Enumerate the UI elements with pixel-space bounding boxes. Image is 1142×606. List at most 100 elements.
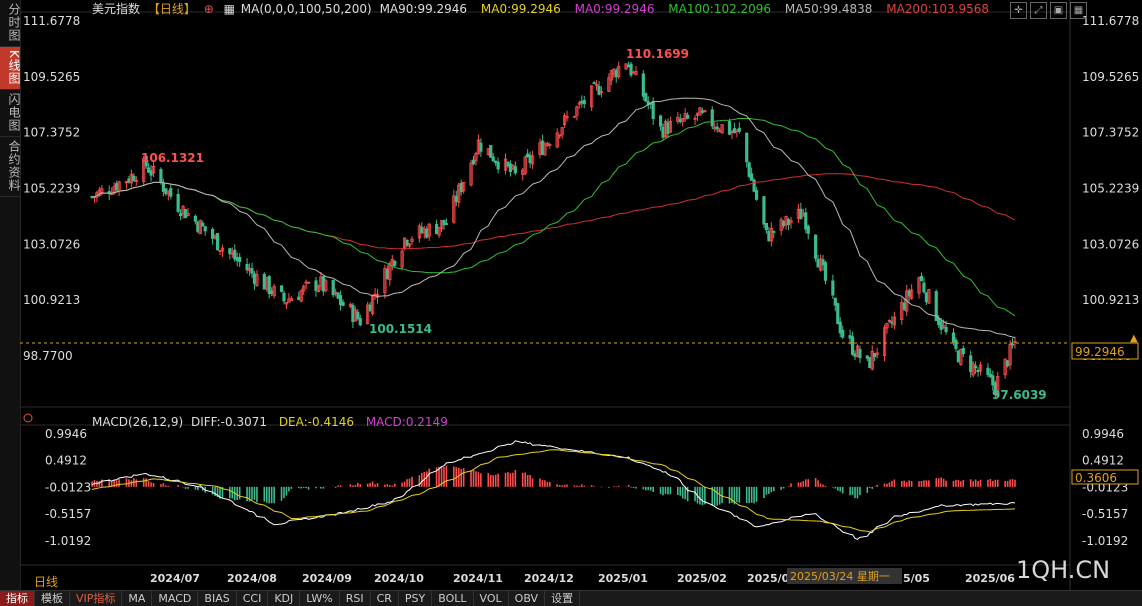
candle-body bbox=[700, 110, 705, 113]
bottom-tab-6[interactable]: CCI bbox=[237, 591, 269, 606]
macd-tick-right: 0.4912 bbox=[1082, 454, 1124, 468]
x-tick: 2025/02 bbox=[677, 572, 727, 585]
candle-body bbox=[306, 281, 311, 284]
bottom-tab-1[interactable]: 模板 bbox=[35, 591, 70, 606]
candle-body bbox=[282, 292, 286, 302]
bottom-tab-12[interactable]: BOLL bbox=[432, 591, 474, 606]
price-tick-right: 105.2239 bbox=[1082, 182, 1139, 196]
bottom-tab-5[interactable]: BIAS bbox=[198, 591, 237, 606]
candle-body bbox=[986, 367, 990, 375]
candle-body bbox=[951, 332, 956, 343]
candle-body bbox=[164, 188, 168, 195]
left-tab-1[interactable]: K线图 bbox=[0, 47, 21, 90]
candle-body bbox=[238, 256, 242, 263]
candle-body bbox=[870, 350, 874, 370]
bottom-tab-15[interactable]: 设置 bbox=[545, 591, 581, 606]
candle-body bbox=[838, 321, 842, 334]
candle-body bbox=[752, 179, 756, 192]
bottom-tab-4[interactable]: MACD bbox=[152, 591, 199, 606]
candle-body bbox=[833, 297, 837, 306]
price-header: 美元指数 【日线】 ⊕ ▦ MA(0,0,0,100,50,200) MA90:… bbox=[92, 1, 989, 16]
grid-icon[interactable]: ▦ bbox=[1070, 2, 1087, 19]
toolbar-icons: ✛ ⤢ ▣ ▦ bbox=[1010, 2, 1087, 19]
candle-body bbox=[727, 121, 732, 135]
candle-body bbox=[641, 73, 645, 97]
candle-body bbox=[922, 282, 926, 293]
bottom-tab-9[interactable]: RSI bbox=[340, 591, 371, 606]
left-tab-3[interactable]: 合约资料 bbox=[0, 137, 21, 197]
candle-body bbox=[491, 156, 495, 162]
price-tick-right: 103.0726 bbox=[1082, 237, 1139, 251]
candle-body bbox=[988, 373, 992, 377]
ma200-line bbox=[91, 173, 1016, 250]
candle-body bbox=[944, 326, 948, 333]
watermark: 1QH.CN bbox=[1016, 556, 1111, 584]
candle-body bbox=[978, 364, 983, 372]
window-icon[interactable]: ▣ bbox=[1050, 2, 1067, 19]
bottom-tab-8[interactable]: LW% bbox=[300, 591, 340, 606]
macd-tick-right: -1.0192 bbox=[1082, 534, 1128, 548]
left-tab-2[interactable]: 闪电图 bbox=[0, 90, 21, 137]
candle-body bbox=[479, 142, 483, 152]
macd-value: MACD:0.2149 bbox=[366, 415, 448, 429]
candle-body bbox=[196, 221, 200, 232]
candle-body bbox=[939, 321, 943, 330]
bottom-tab-14[interactable]: OBV bbox=[509, 591, 546, 606]
macd-settings-icon[interactable] bbox=[23, 413, 33, 423]
candle-body bbox=[658, 115, 663, 127]
candle-body bbox=[961, 348, 965, 355]
candle-body bbox=[562, 115, 567, 126]
period-label[interactable]: 日线 bbox=[34, 575, 59, 589]
candle-body bbox=[747, 162, 751, 177]
bottom-tab-11[interactable]: PSY bbox=[399, 591, 433, 606]
chart-area[interactable]: 111.6778 111.6778 109.5265 109.5265 107.3752… bbox=[20, 0, 1142, 590]
macd-ticks-layer: 0.99460.99460.49120.4912-0.0123-0.0123-0… bbox=[45, 427, 1128, 548]
bottom-tab-13[interactable]: VOL bbox=[474, 591, 509, 606]
candle-body bbox=[341, 301, 345, 306]
candle-body bbox=[1008, 344, 1012, 366]
bottom-tab-7[interactable]: KDJ bbox=[268, 591, 301, 606]
candle-body bbox=[745, 132, 749, 163]
candle-body bbox=[169, 188, 173, 197]
ma0-value-2: MA0:99.2946 bbox=[575, 2, 655, 16]
candle-body bbox=[358, 318, 362, 326]
candle-body bbox=[937, 317, 941, 325]
candle-body bbox=[1006, 360, 1010, 367]
candle-body bbox=[959, 349, 963, 365]
candle-body bbox=[572, 115, 577, 118]
candle-body bbox=[836, 303, 840, 325]
candle-body bbox=[235, 257, 239, 261]
candle-body bbox=[841, 329, 845, 338]
macd-tick-left: -0.5157 bbox=[45, 507, 91, 521]
candle-body bbox=[853, 353, 857, 357]
bottom-tab-0[interactable]: 指标 bbox=[0, 591, 35, 606]
candle-body bbox=[651, 101, 655, 120]
bottom-tab-2[interactable]: VIP指标 bbox=[70, 591, 123, 606]
candle-body bbox=[644, 93, 648, 102]
x-tick: 2025/06 bbox=[965, 572, 1015, 585]
bottom-tab-10[interactable]: CR bbox=[371, 591, 399, 606]
candle-body bbox=[910, 289, 914, 299]
x-tick: 2024/09 bbox=[302, 572, 352, 585]
candle-body bbox=[565, 116, 569, 119]
candle-body bbox=[816, 259, 820, 268]
bottom-tab-3[interactable]: MA bbox=[122, 591, 153, 606]
candle-body bbox=[454, 196, 458, 203]
expand-icon[interactable]: ⤢ bbox=[1030, 2, 1047, 19]
ma0-value-1: MA0:99.2946 bbox=[481, 2, 561, 16]
left-tab-0[interactable]: 分时图 bbox=[0, 0, 21, 47]
candle-body bbox=[590, 85, 594, 108]
candle-body bbox=[142, 158, 146, 183]
candle-body bbox=[555, 132, 559, 148]
candle-body bbox=[969, 355, 973, 373]
left-tab-bar: 分时图 K线图 闪电图 合约资料 bbox=[0, 0, 21, 590]
candle-body bbox=[873, 352, 877, 358]
candle-body bbox=[686, 114, 690, 119]
price-arrow-icon: ▲ bbox=[1130, 333, 1138, 344]
crosshair-icon[interactable]: ✛ bbox=[1010, 2, 1027, 19]
candle-body bbox=[875, 352, 879, 356]
annotation-low-1: 100.1514 bbox=[369, 322, 432, 336]
candle-body bbox=[919, 275, 924, 282]
candle-body bbox=[393, 260, 397, 266]
candle-body bbox=[1003, 358, 1007, 376]
